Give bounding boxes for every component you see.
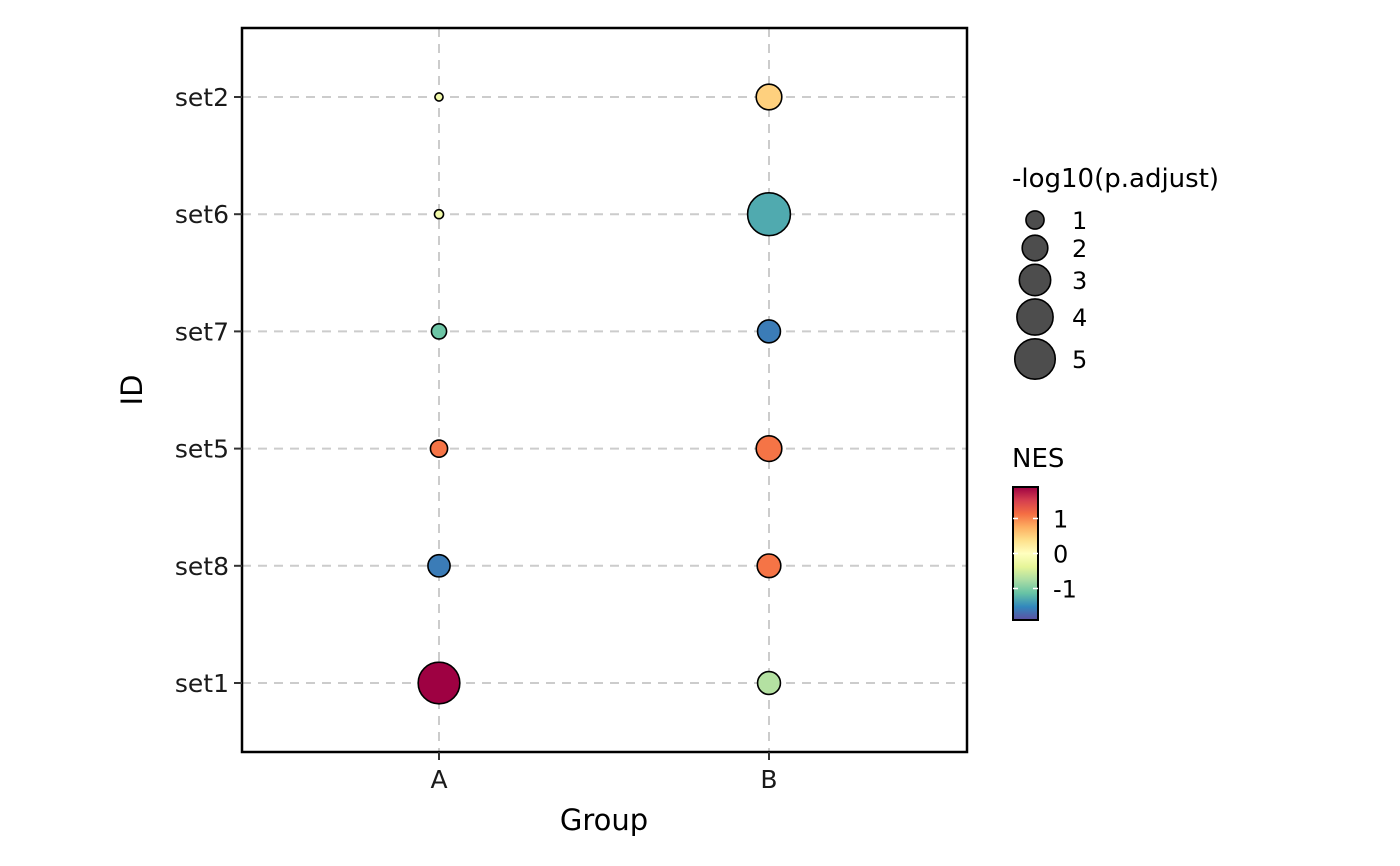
x-tick-label: B: [760, 765, 777, 794]
data-point-A-set6: [433, 208, 445, 220]
grid-lines: [242, 28, 967, 752]
y-tick-label: set1: [175, 669, 229, 698]
size-legend-key: [1016, 298, 1054, 336]
y-axis-title: ID: [115, 375, 149, 406]
size-legend: -log10(p.adjust) 12 3 4 5: [1012, 164, 1219, 381]
size-legend-label: 2: [1072, 235, 1087, 263]
data-point-B-set2: [755, 83, 783, 111]
color-legend-label: 0: [1053, 541, 1068, 569]
color-legend-title: NES: [1012, 444, 1064, 474]
data-point-A-set8: [427, 553, 451, 578]
y-tick-label: set6: [175, 200, 229, 229]
size-legend-key: [1021, 234, 1049, 262]
data-point-A-set1: [417, 661, 461, 705]
x-axis-title: Group: [560, 803, 648, 837]
size-legend-key: [1018, 263, 1052, 297]
plot-panel-border: [240, 26, 969, 754]
data-points: [417, 83, 792, 705]
size-legend-label: 3: [1072, 267, 1087, 295]
color-legend-label: 1: [1053, 506, 1068, 534]
data-point-B-set7: [756, 319, 782, 344]
y-tick-label: set7: [175, 317, 229, 346]
data-point-B-set8: [756, 553, 782, 579]
data-point-A-set5: [429, 439, 449, 458]
data-point-B-set5: [755, 435, 783, 463]
size-legend-key: [1013, 337, 1057, 381]
size-legend-label: 5: [1072, 346, 1087, 374]
y-tick-label: set5: [175, 435, 229, 464]
data-point-B-set1: [756, 670, 782, 696]
size-legend-label: 4: [1072, 304, 1087, 332]
data-point-A-set7: [430, 323, 448, 340]
y-tick-label: set2: [175, 83, 229, 112]
size-legend-key: [1025, 210, 1045, 230]
data-point-A-set2: [434, 92, 444, 102]
y-tick-label: set8: [175, 552, 229, 581]
size-legend-label: 1: [1072, 207, 1087, 235]
data-point-B-set6: [746, 191, 792, 237]
color-legend-label: -1: [1053, 576, 1077, 604]
x-tick-label: A: [430, 765, 447, 794]
color-legend: NES 1 0 -1: [1012, 444, 1077, 621]
y-axis: set2 set6 set7 set5 set8 set1: [175, 83, 242, 698]
size-legend-title: -log10(p.adjust): [1012, 164, 1219, 194]
